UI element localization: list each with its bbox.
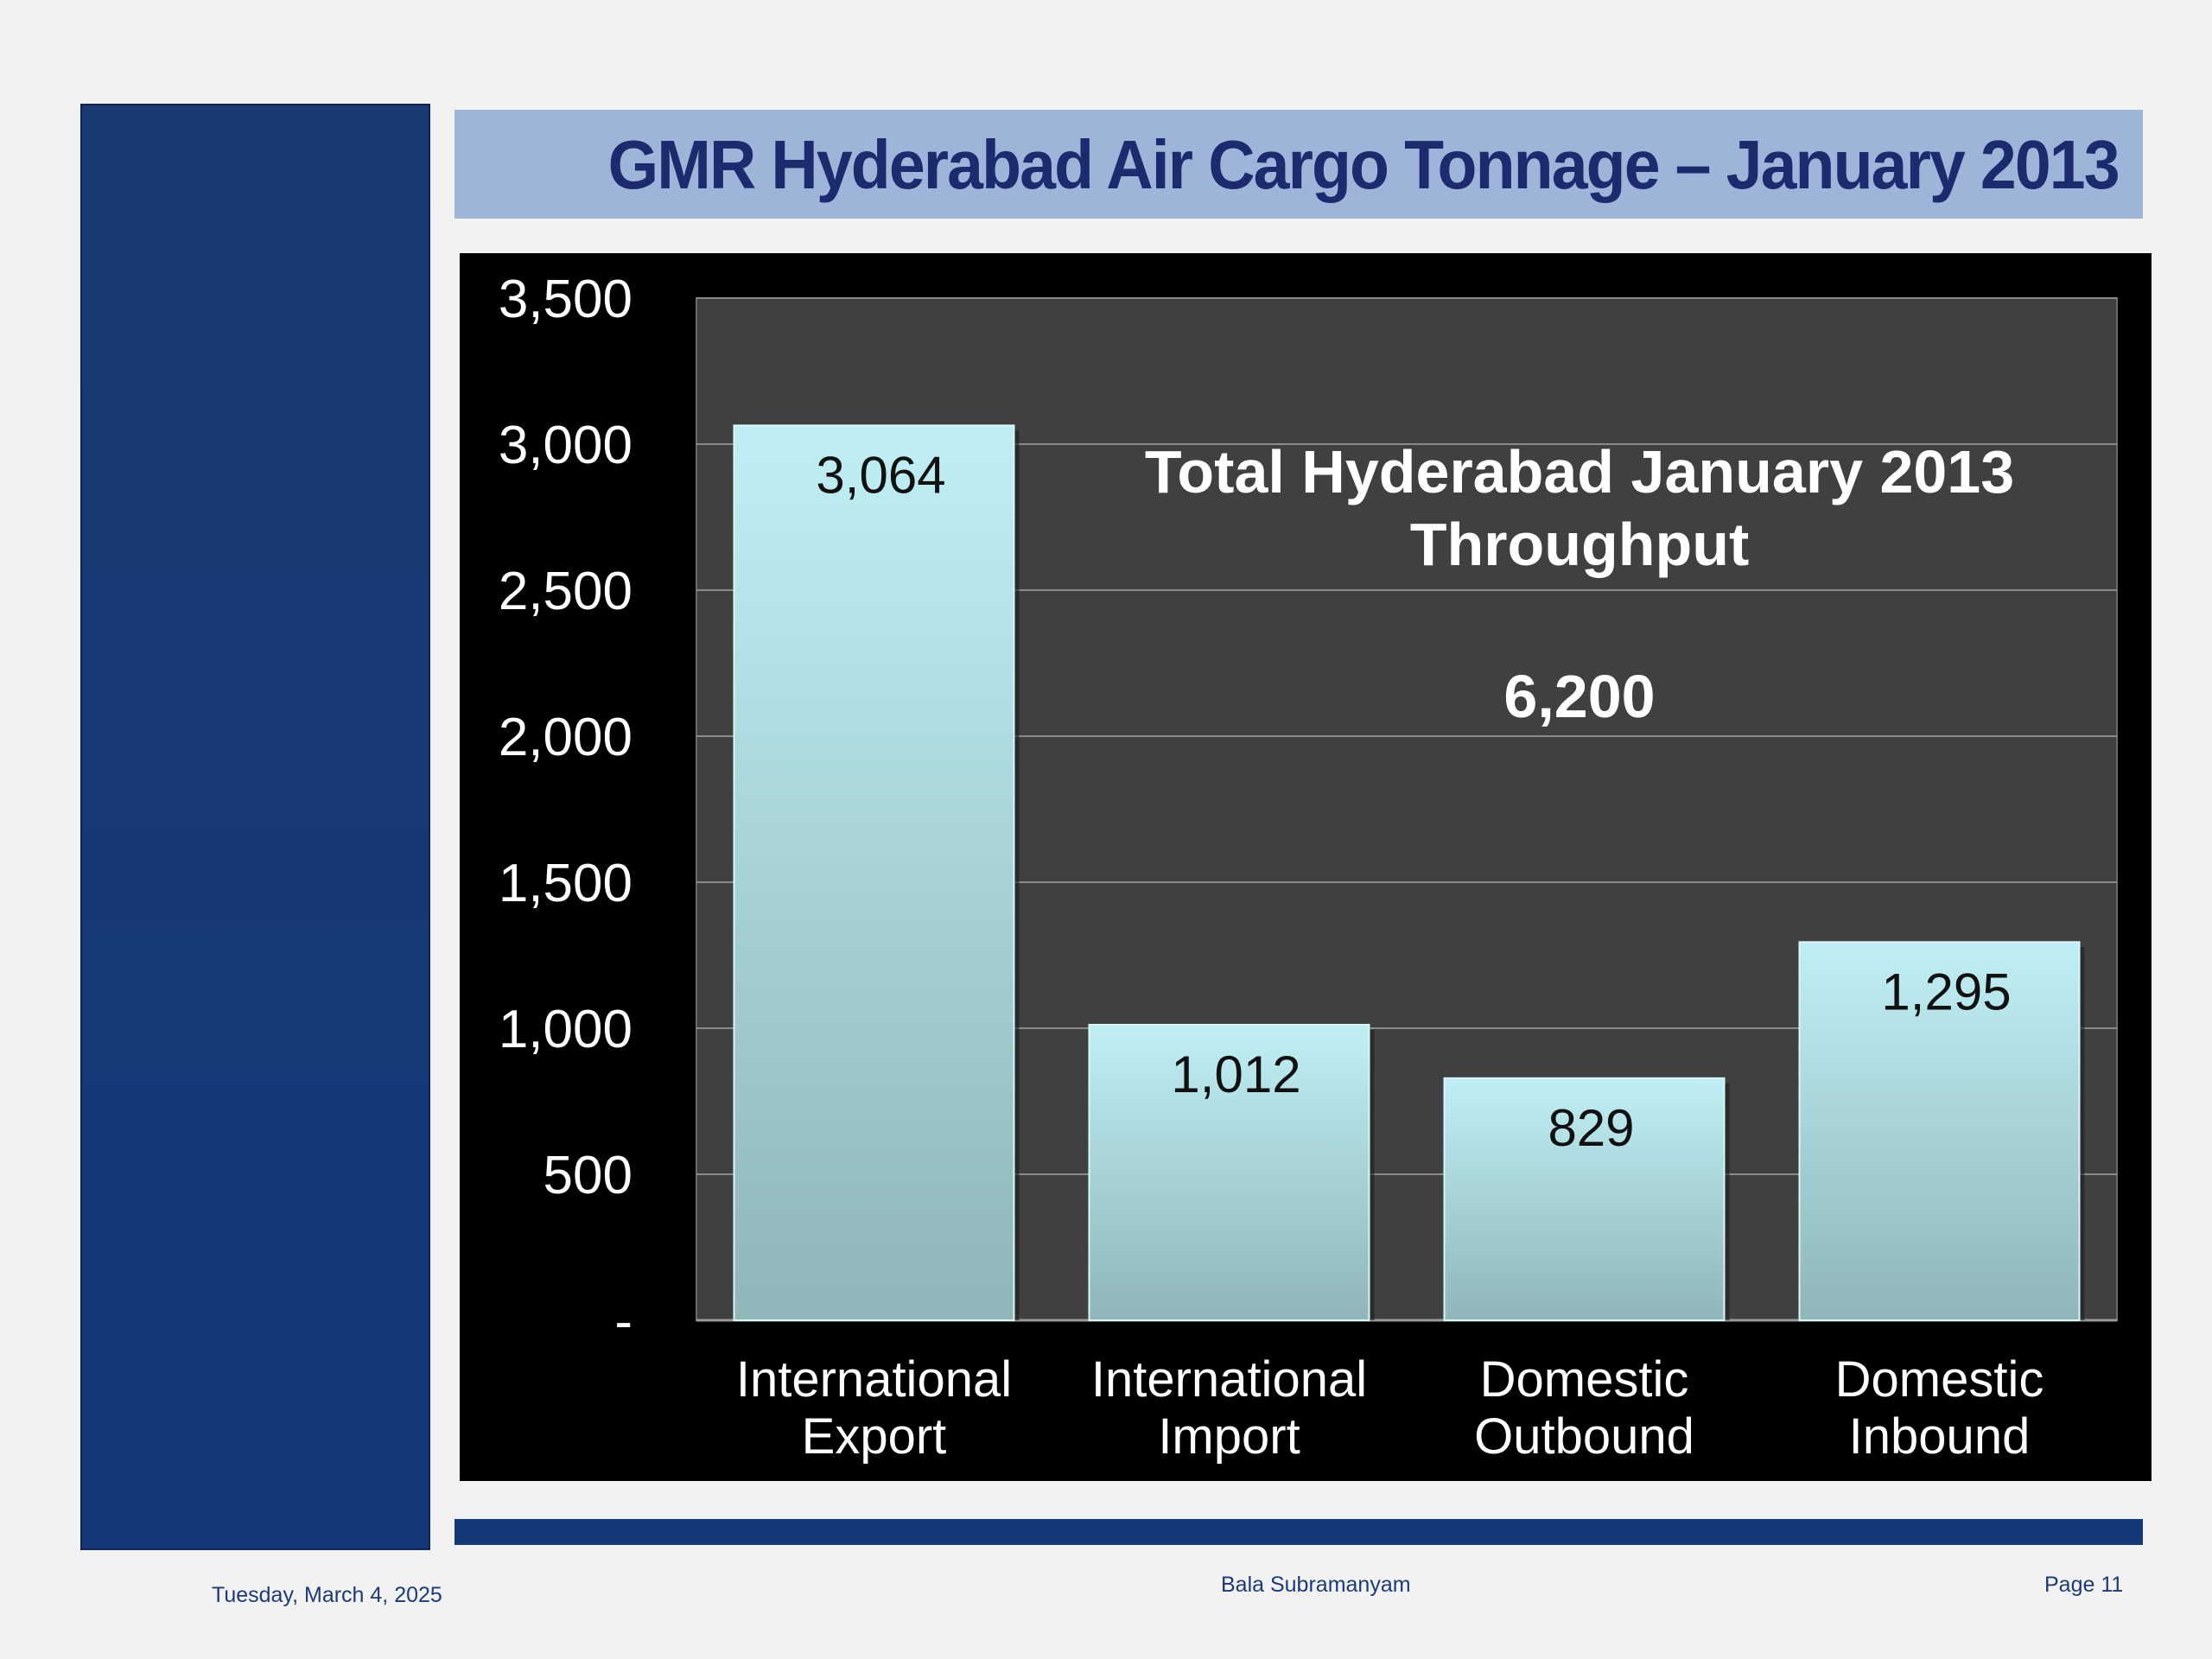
y-tick-label: 500 [543,1146,632,1205]
y-tick-label: 1,500 [499,854,632,913]
bottom-rule [454,1519,2143,1545]
bar [1798,941,2081,1321]
y-tick-label: 2,000 [499,708,632,767]
title-band: GMR Hyderabad Air Cargo Tonnage – Januar… [454,110,2143,219]
y-tick-label: 1,000 [499,1000,632,1059]
x-tick-label: Inbound [1849,1408,2031,1465]
footer-page-number: Page 11 [2044,1573,2124,1597]
x-tick-label: Import [1158,1408,1300,1465]
x-tick-label: Outbound [1474,1408,1694,1465]
footer-author: Bala Subramanyam [1221,1573,1411,1597]
y-tick-label: - [614,1292,632,1351]
bar-value-label: 829 [1548,1099,1634,1157]
bar-value-label: 3,064 [816,446,945,504]
bar-chart: - 500 1,000 1,500 2,000 2,500 3,000 3,500 3,064 I… [499,270,2118,1465]
chart-panel: - 500 1,000 1,500 2,000 2,500 3,000 3,500 3,064 I… [460,253,2152,1481]
x-tick-label: Export [802,1408,947,1465]
bar-value-label: 1,012 [1171,1046,1300,1103]
slide-title: GMR Hyderabad Air Cargo Tonnage – Januar… [607,126,2120,203]
x-tick-label: International [736,1351,1012,1408]
annotation-text: Total Hyderabad January 2013 [1145,438,2014,505]
bar [1088,1023,1370,1321]
side-panel [80,104,430,1550]
y-tick-label: 3,500 [499,270,632,329]
y-tick-label: 2,500 [499,562,632,621]
bar [733,424,1015,1321]
y-tick-label: 3,000 [499,416,632,475]
bar-value-label: 1,295 [1881,963,2011,1020]
bar [1443,1077,1726,1321]
footer-date: Tuesday, March 4, 2025 [212,1583,442,1607]
x-tick-label: Domestic [1480,1351,1689,1408]
annotation-total-value: 6,200 [1503,663,1655,730]
x-tick-label: International [1091,1351,1367,1408]
annotation-text: Throughput [1410,511,1750,578]
x-tick-label: Domestic [1835,1351,2044,1408]
